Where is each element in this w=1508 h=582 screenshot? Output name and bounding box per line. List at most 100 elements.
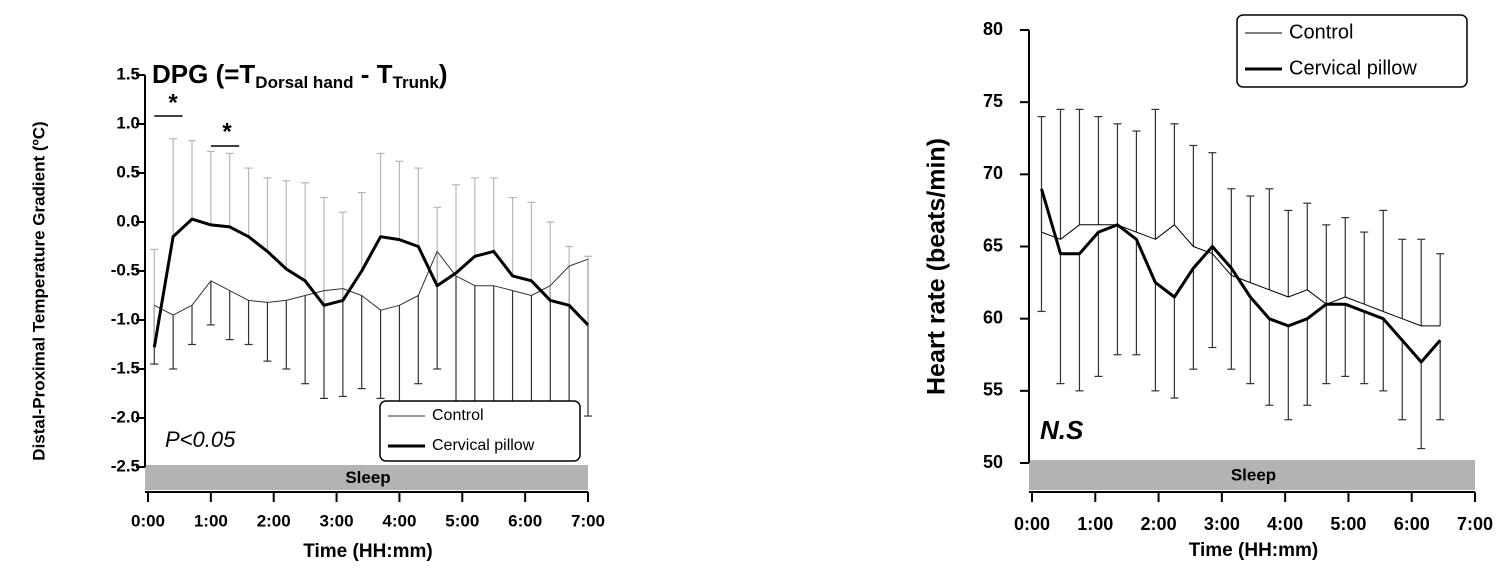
error-bar [1189, 144, 1198, 247]
sleep-band [145, 465, 588, 490]
annotation: P<0.05 [165, 427, 236, 452]
error-bar [1436, 340, 1445, 421]
error-bar [1322, 224, 1331, 305]
error-bar [1113, 224, 1122, 356]
error-bar [1208, 152, 1217, 254]
error-bar [376, 310, 385, 399]
error-bar [414, 167, 423, 247]
series-line [154, 250, 589, 316]
error-bar [188, 140, 196, 220]
y-tick-label: -2.0 [111, 407, 140, 426]
error-bar [338, 211, 347, 301]
error-bar [1398, 340, 1407, 421]
legend-label: Control [1289, 21, 1353, 43]
error-bar [1246, 297, 1255, 385]
y-tick-label: 0.0 [116, 211, 140, 230]
error-bar [1075, 108, 1084, 225]
error-bar [1417, 361, 1426, 450]
title-subscript: Trunk [393, 73, 440, 92]
annotation: * [222, 118, 232, 145]
error-bar [527, 201, 536, 281]
y-tick-label: 80 [983, 19, 1003, 39]
x-tick-label: 0:00 [131, 511, 165, 530]
y-tick-label: 1.0 [116, 113, 140, 132]
error-bar [1151, 282, 1160, 392]
error-bar [1322, 304, 1331, 385]
error-bar [1398, 238, 1407, 319]
chart-panel: Sleep 50 55 60 65 70 75 80 0:00 1:00 2:00 3:00 4:00 5… [923, 14, 1493, 561]
error-bar [1208, 246, 1217, 349]
error-bar [225, 152, 234, 227]
x-tick-label: 0:00 [1014, 514, 1050, 534]
x-axis-title: Time (HH:mm) [1189, 540, 1319, 561]
error-bar [1227, 188, 1236, 276]
x-tick-label: 7:00 [571, 511, 605, 530]
y-axis-title: Heart rate (beats/min) [923, 138, 951, 395]
y-tick-label: 65 [983, 235, 1003, 255]
error-bar [1379, 209, 1388, 312]
error-bar [1360, 231, 1369, 305]
sleep-band [1029, 460, 1475, 490]
sleep-label: Sleep [345, 468, 390, 487]
x-tick-label: 6:00 [508, 511, 542, 530]
legend-box [379, 400, 581, 462]
error-bar [1170, 297, 1179, 399]
y-tick-label: 70 [983, 163, 1003, 183]
error-bar [1303, 318, 1312, 406]
error-bar [301, 182, 310, 281]
error-bar [584, 255, 592, 325]
error-bar [1094, 232, 1103, 377]
annotation: N.S [1040, 415, 1084, 445]
error-bar [301, 295, 310, 385]
x-tick-label: 5:00 [445, 511, 479, 530]
title-text: ) [439, 59, 448, 89]
error-bar [1056, 253, 1065, 385]
error-bar [508, 290, 517, 419]
title-text: DPG (=T [152, 59, 255, 89]
y-tick-label: -0.5 [111, 260, 140, 279]
error-bar [565, 245, 574, 306]
x-tick-label: 4:00 [382, 511, 416, 530]
error-bar [489, 177, 498, 252]
title-text: - T [354, 59, 393, 89]
error-bar [1379, 318, 1388, 392]
error-bar [244, 167, 253, 237]
error-bar [414, 295, 423, 385]
error-bar [320, 196, 328, 306]
error-bar [206, 280, 215, 326]
error-bar [1417, 238, 1426, 326]
error-bar [244, 300, 253, 346]
error-bar [470, 285, 479, 414]
series-line [152, 217, 590, 348]
error-bar [206, 150, 215, 225]
chart-title: DPG (=TDorsal hand - TTrunk) [152, 59, 448, 93]
error-bar [489, 285, 498, 404]
y-tick-label: -1.5 [111, 358, 140, 377]
series-line [1041, 224, 1441, 327]
error-bar [320, 290, 328, 399]
error-bar [452, 184, 460, 273]
y-tick-label: 1.5 [116, 64, 140, 83]
error-bar [433, 206, 442, 286]
error-bar [1189, 268, 1198, 370]
x-tick-label: 7:00 [1457, 514, 1493, 534]
y-axis-title: Distal-Proximal Temperature Gradient (ºC… [29, 121, 48, 460]
x-tick-label: 3:00 [1204, 514, 1240, 534]
y-tick-label: 60 [983, 307, 1003, 327]
error-bar [1132, 130, 1141, 233]
legend-label: Control [432, 407, 484, 424]
error-bar [1360, 311, 1369, 385]
error-bar [263, 302, 272, 362]
error-bar [357, 295, 366, 390]
error-bar [1341, 304, 1350, 377]
x-tick-label: 6:00 [1394, 514, 1430, 534]
y-tick-label: -1.0 [111, 309, 140, 328]
x-tick-label: 2:00 [1141, 514, 1177, 534]
chart-panel: Sleep -2.5 -2.0 -1.5 -1.0 -0.5 0.0 0.5 1.0 1.5 0:0… [29, 59, 605, 562]
x-axis-title: Time (HH:mm) [303, 541, 433, 562]
x-tick-label: 3:00 [320, 511, 354, 530]
error-bar [1265, 318, 1274, 406]
error-bar [1284, 209, 1293, 298]
y-tick-label: -2.5 [111, 456, 140, 475]
